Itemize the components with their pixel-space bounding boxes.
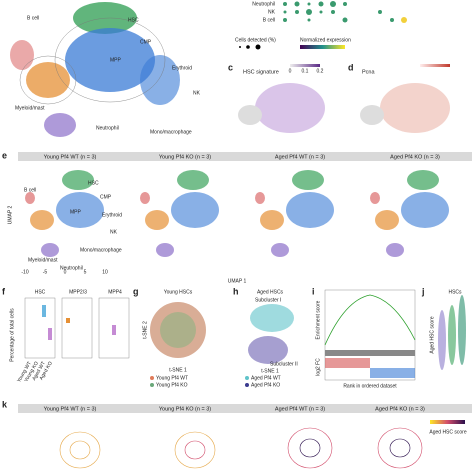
panel-title: Young Pf4 KO (n = 3) xyxy=(159,154,211,160)
legend-entry: Young Pf4 WT xyxy=(156,375,188,381)
tick-label: 0 xyxy=(64,269,67,275)
panel-title: Aged HSCs xyxy=(257,289,284,295)
panel-title: Young Pf4 WT (n = 3) xyxy=(44,406,97,412)
panel-title: Pcna xyxy=(362,69,375,75)
axis-label: UMAP 2 xyxy=(7,206,13,225)
panel-title: MPP2/3 xyxy=(69,289,87,295)
label: MPP xyxy=(110,57,122,63)
legend-title: Cells detected (%) xyxy=(235,37,276,43)
label: Neutrophil xyxy=(96,125,119,131)
panel-title: Aged Pf4 WT (n = 3) xyxy=(275,154,325,160)
panel-e: e Young Pf4 WT (n = 3) Young Pf4 KO (n =… xyxy=(2,150,472,284)
panel-letter: f xyxy=(2,286,6,296)
panel-letter: i xyxy=(312,286,315,296)
label: MPP xyxy=(70,209,82,215)
legend-entry: Aged Pf4 KO xyxy=(251,382,280,388)
scale-label: 0.2 xyxy=(317,68,324,74)
panel-f: f Percentage of total cells HSC MPP2/3 M… xyxy=(2,286,130,384)
panel-title: Young Pf4 WT (n = 3) xyxy=(44,154,97,160)
label: CMP xyxy=(100,194,112,200)
panel-title: Young Pf4 KO (n = 3) xyxy=(159,406,211,412)
panel-g: g Young HSCs t-SNE 1 t-SNE 2 Young Pf4 W… xyxy=(133,286,206,388)
label: CMP xyxy=(140,39,152,45)
panel-title: HSC signature xyxy=(243,69,279,75)
label: Myeloid/mast xyxy=(28,257,58,263)
panel-letter: k xyxy=(2,399,8,409)
panel-title: Young HSCs xyxy=(164,289,193,295)
axis-label: t-SNE 2 xyxy=(142,321,148,339)
panel-letter: h xyxy=(233,286,239,296)
legend-title: Aged HSC score xyxy=(429,429,466,435)
axis-label: UMAP 1 xyxy=(228,278,247,284)
label: Myeloid/mast xyxy=(15,105,45,111)
panel-h: h Aged HSCs Subcluster I Subcluster II t… xyxy=(233,286,298,388)
tick-label: 5 xyxy=(84,269,87,275)
cluster-label: Subcluster I xyxy=(255,297,281,303)
panel-j: j HSCs Aged HSC score xyxy=(421,286,466,370)
top-umap: B cell HSC CMP MPP Erythroid NK Myeloid/… xyxy=(10,2,201,137)
scale-label: 0.1 xyxy=(302,68,309,74)
row-label: Neutrophil xyxy=(252,1,275,7)
label: B cell xyxy=(24,187,36,193)
axis-label: t-SNE 1 xyxy=(169,367,187,373)
panel-letter: g xyxy=(133,286,139,296)
tick-label: 10 xyxy=(102,269,108,275)
tick-label: -5 xyxy=(43,269,48,275)
scale-label: 0 xyxy=(289,68,292,74)
panel-title: MPP4 xyxy=(108,289,122,295)
label: NK xyxy=(193,90,201,96)
legend-title: Normalized expression xyxy=(300,37,351,43)
tick-label: -10 xyxy=(21,269,28,275)
label: NK xyxy=(110,229,118,235)
axis-label: Percentage of total cells xyxy=(9,308,15,362)
panel-c-d: c HSC signature 0 0.1 0.2 d Pcna xyxy=(228,62,450,133)
label: Erythroid xyxy=(102,212,122,218)
panel-title: Aged Pf4 WT (n = 3) xyxy=(275,406,325,412)
label: HSC xyxy=(88,180,99,186)
label: Mono/macrophage xyxy=(150,129,192,135)
legend-entry: Aged Pf4 WT xyxy=(251,375,281,381)
panel-title: HSC xyxy=(35,289,46,295)
panel-title: HSCs xyxy=(448,289,462,295)
row-label: NK xyxy=(268,9,276,15)
legend-entry: Young Pf4 KO xyxy=(156,382,188,388)
axis-label: Rank in ordered dataset xyxy=(343,383,397,389)
label: Neutrophil xyxy=(60,265,83,271)
panel-letter: e xyxy=(2,150,7,160)
label: B cell xyxy=(27,15,39,21)
axis-label: Aged HSC score xyxy=(429,316,435,353)
axis-label: t-SNE 1 xyxy=(261,368,279,374)
panel-title: Aged Pf4 KO (n = 3) xyxy=(390,154,440,160)
label: Erythroid xyxy=(172,65,192,71)
axis-label: log2 FC xyxy=(315,358,321,376)
cluster-label: Subcluster II xyxy=(270,361,298,367)
axis-label: Enrichment score xyxy=(315,300,321,339)
panel-k: k Young Pf4 WT (n = 3) Young Pf4 KO (n =… xyxy=(2,399,472,469)
panel-letter: j xyxy=(421,286,425,296)
row-label: B cell xyxy=(263,17,275,23)
panel-letter: d xyxy=(348,62,354,72)
panel-i: i Enrichment score log2 FC Rank in order… xyxy=(312,286,416,389)
dotplot: Neutrophil NK B cell Cells detected (%) … xyxy=(235,1,407,50)
label: Mono/macrophage xyxy=(80,247,122,253)
label: HSC xyxy=(128,17,139,23)
panel-letter: c xyxy=(228,62,233,72)
panel-title: Aged Pf4 KO (n = 3) xyxy=(375,406,425,412)
